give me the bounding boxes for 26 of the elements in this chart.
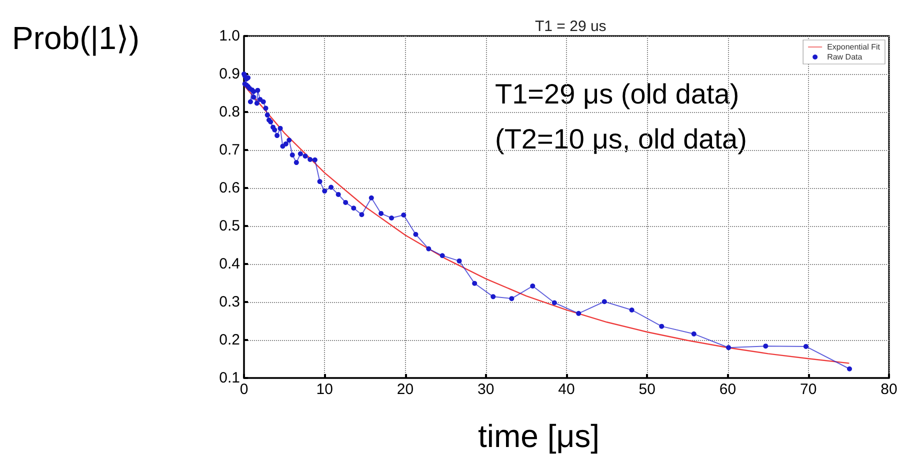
legend-label: Exponential Fit [827, 42, 881, 52]
y-tick-label: 0.2 [219, 332, 240, 348]
x-tick-label: 50 [638, 381, 656, 398]
x-tick-label: 30 [478, 381, 494, 398]
x-tick-label: 0 [240, 381, 248, 398]
y-tick-label: 0.8 [219, 104, 240, 120]
x-tick-label: 20 [396, 381, 414, 398]
x-tick-label: 70 [800, 381, 817, 398]
y-tick-label: 0.4 [219, 256, 240, 272]
annotation: (T2=10 μs, old data) [495, 124, 747, 154]
chart-title: T1 = 29 us [535, 18, 606, 35]
y-tick-label: 0.6 [219, 180, 240, 196]
y-tick-label: 1.0 [219, 28, 240, 44]
x-tick-label: 80 [880, 381, 898, 398]
y-axis-title: Prob(|1⟩) [12, 20, 140, 56]
legend-label: Raw Data [827, 52, 863, 62]
x-tick-label: 60 [719, 381, 736, 398]
x-tick-label: 40 [558, 381, 575, 398]
y-tick-label: 0.3 [219, 294, 240, 310]
y-tick-label: 0.1 [219, 370, 240, 386]
y-tick-label: 0.5 [219, 218, 240, 234]
annotation: T1=29 μs (old data) [495, 78, 740, 110]
y-tick-label: 0.9 [219, 66, 240, 82]
x-axis-title: time [μs] [478, 418, 600, 454]
y-tick-label: 0.7 [219, 142, 240, 158]
x-tick-label: 10 [316, 381, 333, 398]
